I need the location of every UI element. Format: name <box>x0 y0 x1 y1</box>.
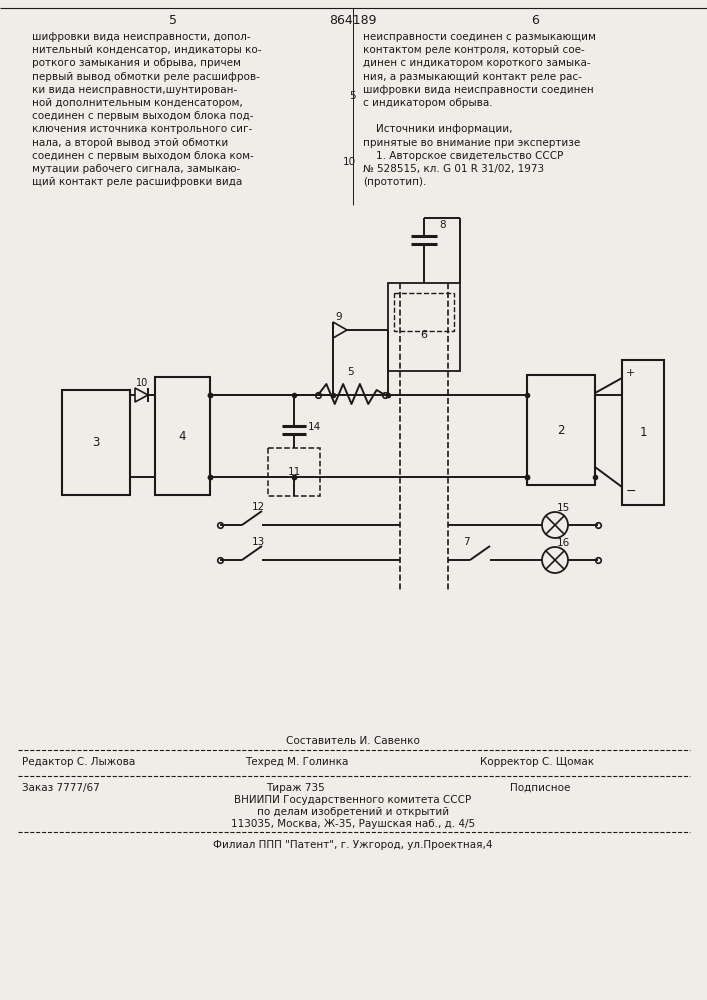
Text: первый вывод обмотки реле расшифров-: первый вывод обмотки реле расшифров- <box>32 72 260 82</box>
Text: ВНИИПИ Государственного комитета СССР: ВНИИПИ Государственного комитета СССР <box>235 795 472 805</box>
Bar <box>527 375 595 485</box>
Text: Техред М. Голинка: Техред М. Голинка <box>245 757 349 767</box>
Text: 6: 6 <box>421 330 428 340</box>
Text: нала, а второй вывод этой обмотки: нала, а второй вывод этой обмотки <box>32 138 228 148</box>
Text: 5: 5 <box>349 91 356 101</box>
Text: 3: 3 <box>93 436 100 449</box>
Text: ки вида неисправности,шунтирован-: ки вида неисправности,шунтирован- <box>32 85 238 95</box>
Text: +: + <box>626 368 636 378</box>
Text: динен с индикатором короткого замыка-: динен с индикатором короткого замыка- <box>363 58 590 68</box>
Text: Заказ 7777/67: Заказ 7777/67 <box>22 783 100 793</box>
Text: 9: 9 <box>335 312 341 322</box>
Text: 16: 16 <box>557 538 571 548</box>
Text: контактом реле контроля, который сое-: контактом реле контроля, который сое- <box>363 45 585 55</box>
Text: Составитель И. Савенко: Составитель И. Савенко <box>286 736 420 746</box>
Text: 11: 11 <box>287 467 300 477</box>
Text: 10: 10 <box>343 157 356 167</box>
Text: 4: 4 <box>179 430 186 442</box>
Text: Подписное: Подписное <box>510 783 571 793</box>
Bar <box>394 293 454 331</box>
Text: 13: 13 <box>252 537 265 547</box>
Text: соединен с первым выходом блока ком-: соединен с первым выходом блока ком- <box>32 151 254 161</box>
Text: роткого замыкания и обрыва, причем: роткого замыкания и обрыва, причем <box>32 58 241 68</box>
Text: Филиал ППП "Патент", г. Ужгород, ул.Проектная,4: Филиал ППП "Патент", г. Ужгород, ул.Прое… <box>214 840 493 850</box>
Text: 113035, Москва, Ж-35, Раушская наб., д. 4/5: 113035, Москва, Ж-35, Раушская наб., д. … <box>231 819 475 829</box>
Text: ной дополнительным конденсатором,: ной дополнительным конденсатором, <box>32 98 243 108</box>
Text: мутации рабочего сигнала, замыкаю-: мутации рабочего сигнала, замыкаю- <box>32 164 240 174</box>
Text: 1: 1 <box>639 426 647 439</box>
Bar <box>622 360 664 505</box>
Bar <box>388 283 460 371</box>
Text: 6: 6 <box>531 14 539 27</box>
Text: 7: 7 <box>463 537 469 547</box>
Text: нительный конденсатор, индикаторы ко-: нительный конденсатор, индикаторы ко- <box>32 45 262 55</box>
Text: Редактор С. Лыжова: Редактор С. Лыжова <box>22 757 135 767</box>
Text: № 528515, кл. G 01 R 31/02, 1973: № 528515, кл. G 01 R 31/02, 1973 <box>363 164 544 174</box>
Text: 5: 5 <box>348 367 354 377</box>
Text: 5: 5 <box>169 14 177 27</box>
Bar <box>62 390 130 495</box>
Text: 10: 10 <box>136 378 148 388</box>
Text: Источники информации,: Источники информации, <box>363 124 513 134</box>
Text: 15: 15 <box>557 503 571 513</box>
Text: (прототип).: (прототип). <box>363 177 426 187</box>
Text: Тираж 735: Тираж 735 <box>266 783 325 793</box>
Bar <box>268 448 320 496</box>
Text: принятые во внимание при экспертизе: принятые во внимание при экспертизе <box>363 138 580 148</box>
Text: 1. Авторское свидетельство СССР: 1. Авторское свидетельство СССР <box>363 151 563 161</box>
Text: шифровки вида неисправности, допол-: шифровки вида неисправности, допол- <box>32 32 250 42</box>
Text: неисправности соединен с размыкающим: неисправности соединен с размыкающим <box>363 32 596 42</box>
Text: с индикатором обрыва.: с индикатором обрыва. <box>363 98 493 108</box>
Text: 12: 12 <box>252 502 265 512</box>
Text: Корректор С. Щомак: Корректор С. Щомак <box>480 757 594 767</box>
Text: ключения источника контрольного сиг-: ключения источника контрольного сиг- <box>32 124 252 134</box>
Text: 2: 2 <box>557 424 565 436</box>
Text: по делам изобретений и открытий: по делам изобретений и открытий <box>257 807 449 817</box>
Bar <box>155 377 210 495</box>
Text: 8: 8 <box>439 220 445 230</box>
Text: 14: 14 <box>308 422 321 432</box>
Text: щий контакт реле расшифровки вида: щий контакт реле расшифровки вида <box>32 177 243 187</box>
Text: соединен с первым выходом блока под-: соединен с первым выходом блока под- <box>32 111 254 121</box>
Text: 864189: 864189 <box>329 14 377 27</box>
Text: шифровки вида неисправности соединен: шифровки вида неисправности соединен <box>363 85 594 95</box>
Text: ния, а размыкающий контакт реле рас-: ния, а размыкающий контакт реле рас- <box>363 72 582 82</box>
Text: −: − <box>626 485 636 498</box>
